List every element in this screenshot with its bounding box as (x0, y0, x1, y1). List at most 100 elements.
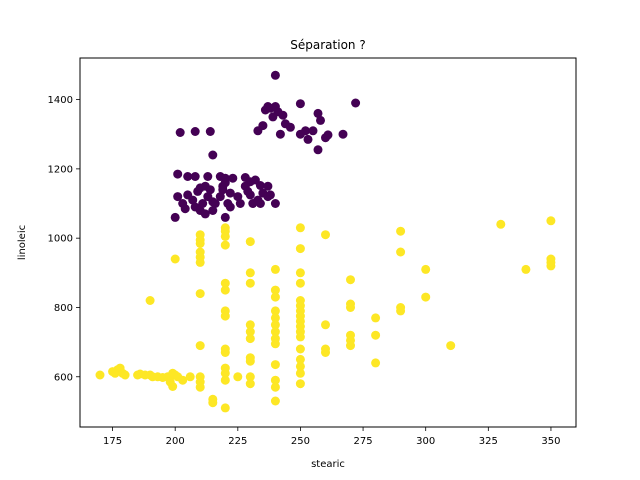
data-point-class-1 (195, 238, 205, 248)
x-tick-label: 275 (354, 436, 373, 447)
data-point-class-0 (265, 190, 275, 200)
y-tick-label: 1000 (48, 234, 73, 245)
y-tick-label: 1200 (48, 164, 73, 175)
data-point-class-0 (200, 209, 210, 219)
data-point-class-1 (245, 237, 255, 247)
data-point-class-1 (295, 268, 305, 278)
data-point-class-0 (175, 128, 185, 137)
data-point-class-1 (208, 398, 218, 408)
data-point-class-1 (346, 275, 355, 285)
data-point-class-0 (313, 145, 323, 155)
x-tick-label: 300 (416, 436, 435, 447)
y-axis-label: linoleic (17, 225, 28, 260)
y-tick-label: 600 (54, 372, 73, 383)
data-point-class-1 (546, 261, 556, 271)
data-point-class-0 (270, 199, 280, 208)
data-point-class-0 (275, 129, 285, 139)
data-point-class-1 (195, 382, 205, 392)
x-tick-label: 325 (479, 436, 498, 447)
data-point-class-1 (421, 264, 431, 274)
data-point-class-0 (270, 70, 280, 80)
data-point-class-1 (371, 330, 381, 340)
data-point-class-1 (245, 372, 255, 382)
data-point-class-1 (165, 377, 175, 387)
data-point-class-1 (295, 354, 305, 364)
data-point-class-0 (243, 186, 253, 196)
data-point-class-0 (303, 134, 313, 144)
data-point-class-0 (220, 178, 230, 188)
data-point-class-1 (521, 264, 531, 274)
data-point-class-0 (295, 99, 305, 109)
data-point-class-1 (170, 254, 180, 264)
data-point-class-0 (255, 199, 265, 208)
data-point-class-1 (220, 348, 230, 357)
data-point-class-1 (220, 311, 230, 321)
data-point-class-1 (270, 339, 280, 349)
data-point-class-0 (210, 199, 220, 208)
data-point-class-1 (245, 268, 255, 278)
data-point-class-1 (233, 372, 243, 382)
data-point-class-0 (170, 212, 180, 222)
data-point-class-0 (323, 130, 333, 140)
data-point-class-0 (220, 212, 230, 222)
x-tick-label: 350 (541, 436, 560, 447)
data-point-class-0 (263, 181, 273, 191)
data-point-class-0 (188, 195, 198, 205)
data-point-class-0 (351, 98, 361, 108)
data-point-class-1 (220, 278, 230, 288)
data-point-class-1 (245, 327, 255, 337)
data-point-class-0 (235, 199, 245, 208)
data-point-class-1 (396, 226, 406, 236)
data-point-class-1 (120, 370, 130, 380)
data-point-class-0 (233, 192, 243, 202)
data-point-class-1 (421, 292, 431, 302)
data-point-class-1 (270, 320, 280, 330)
data-point-class-1 (270, 285, 280, 295)
x-axis-label: stearic (311, 459, 345, 470)
data-point-class-1 (270, 327, 280, 337)
data-point-class-0 (313, 108, 323, 118)
data-point-class-0 (285, 122, 295, 132)
data-point-class-1 (220, 285, 230, 295)
data-point-class-0 (198, 199, 208, 208)
data-point-class-0 (205, 127, 215, 136)
x-axis: 175 200 225 250 275 300 325 350 (103, 427, 560, 447)
data-point-class-0 (190, 172, 200, 181)
data-point-class-0 (278, 110, 288, 120)
y-axis: 600 800 1000 1200 1400 (48, 95, 80, 383)
data-point-class-1 (195, 289, 205, 299)
data-point-class-0 (183, 172, 193, 181)
data-point-class-1 (145, 296, 155, 305)
data-point-class-0 (268, 112, 278, 122)
data-point-class-1 (270, 264, 280, 274)
data-point-class-0 (253, 126, 263, 136)
data-point-class-1 (295, 368, 305, 378)
data-point-class-1 (446, 341, 456, 351)
data-point-class-1 (178, 375, 188, 385)
data-point-class-1 (220, 375, 230, 385)
data-point-class-0 (173, 192, 183, 202)
data-point-class-1 (220, 240, 230, 250)
data-point-class-0 (316, 115, 325, 125)
data-point-class-1 (195, 341, 205, 351)
data-point-class-0 (173, 169, 183, 179)
data-point-class-1 (321, 230, 330, 240)
data-point-class-1 (245, 320, 255, 330)
data-point-class-1 (270, 382, 280, 392)
data-point-class-1 (270, 375, 280, 385)
data-point-class-1 (321, 320, 330, 330)
data-point-class-1 (220, 403, 230, 413)
data-point-class-1 (496, 219, 506, 229)
data-point-class-0 (308, 126, 318, 136)
y-tick-label: 800 (54, 303, 73, 314)
data-point-class-0 (228, 173, 238, 183)
data-point-class-1 (295, 344, 305, 354)
data-point-class-0 (255, 181, 265, 190)
data-point-class-1 (270, 396, 280, 406)
data-point-class-1 (295, 332, 305, 342)
data-point-class-1 (270, 313, 280, 323)
data-point-class-1 (270, 292, 280, 302)
data-point-class-1 (371, 358, 381, 368)
data-point-class-1 (295, 361, 305, 371)
